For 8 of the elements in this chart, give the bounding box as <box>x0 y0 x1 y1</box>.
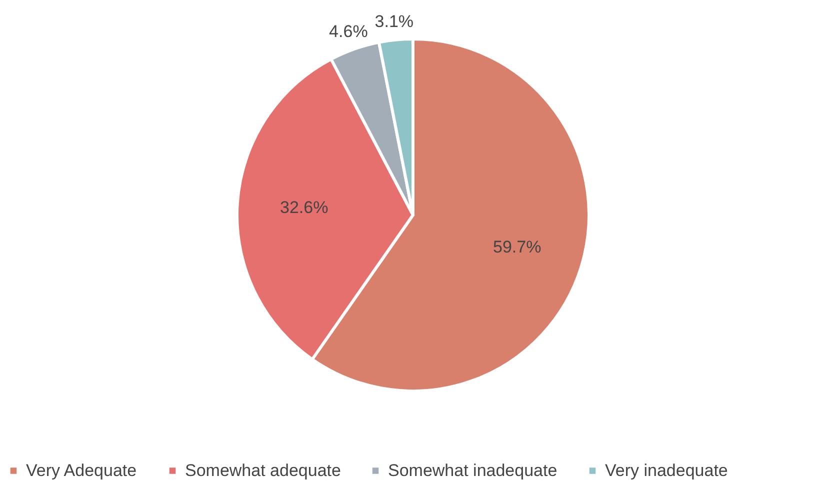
legend-label: Somewhat inadequate <box>388 460 558 480</box>
data-label: 3.1% <box>374 12 414 31</box>
data-label: 32.6% <box>280 198 328 218</box>
legend-label: Somewhat adequate <box>185 460 341 480</box>
legend-label: Very inadequate <box>605 460 728 480</box>
legend-label: Very Adequate <box>26 460 137 480</box>
data-label: 4.6% <box>329 22 368 42</box>
data-label: 59.7% <box>492 238 542 257</box>
